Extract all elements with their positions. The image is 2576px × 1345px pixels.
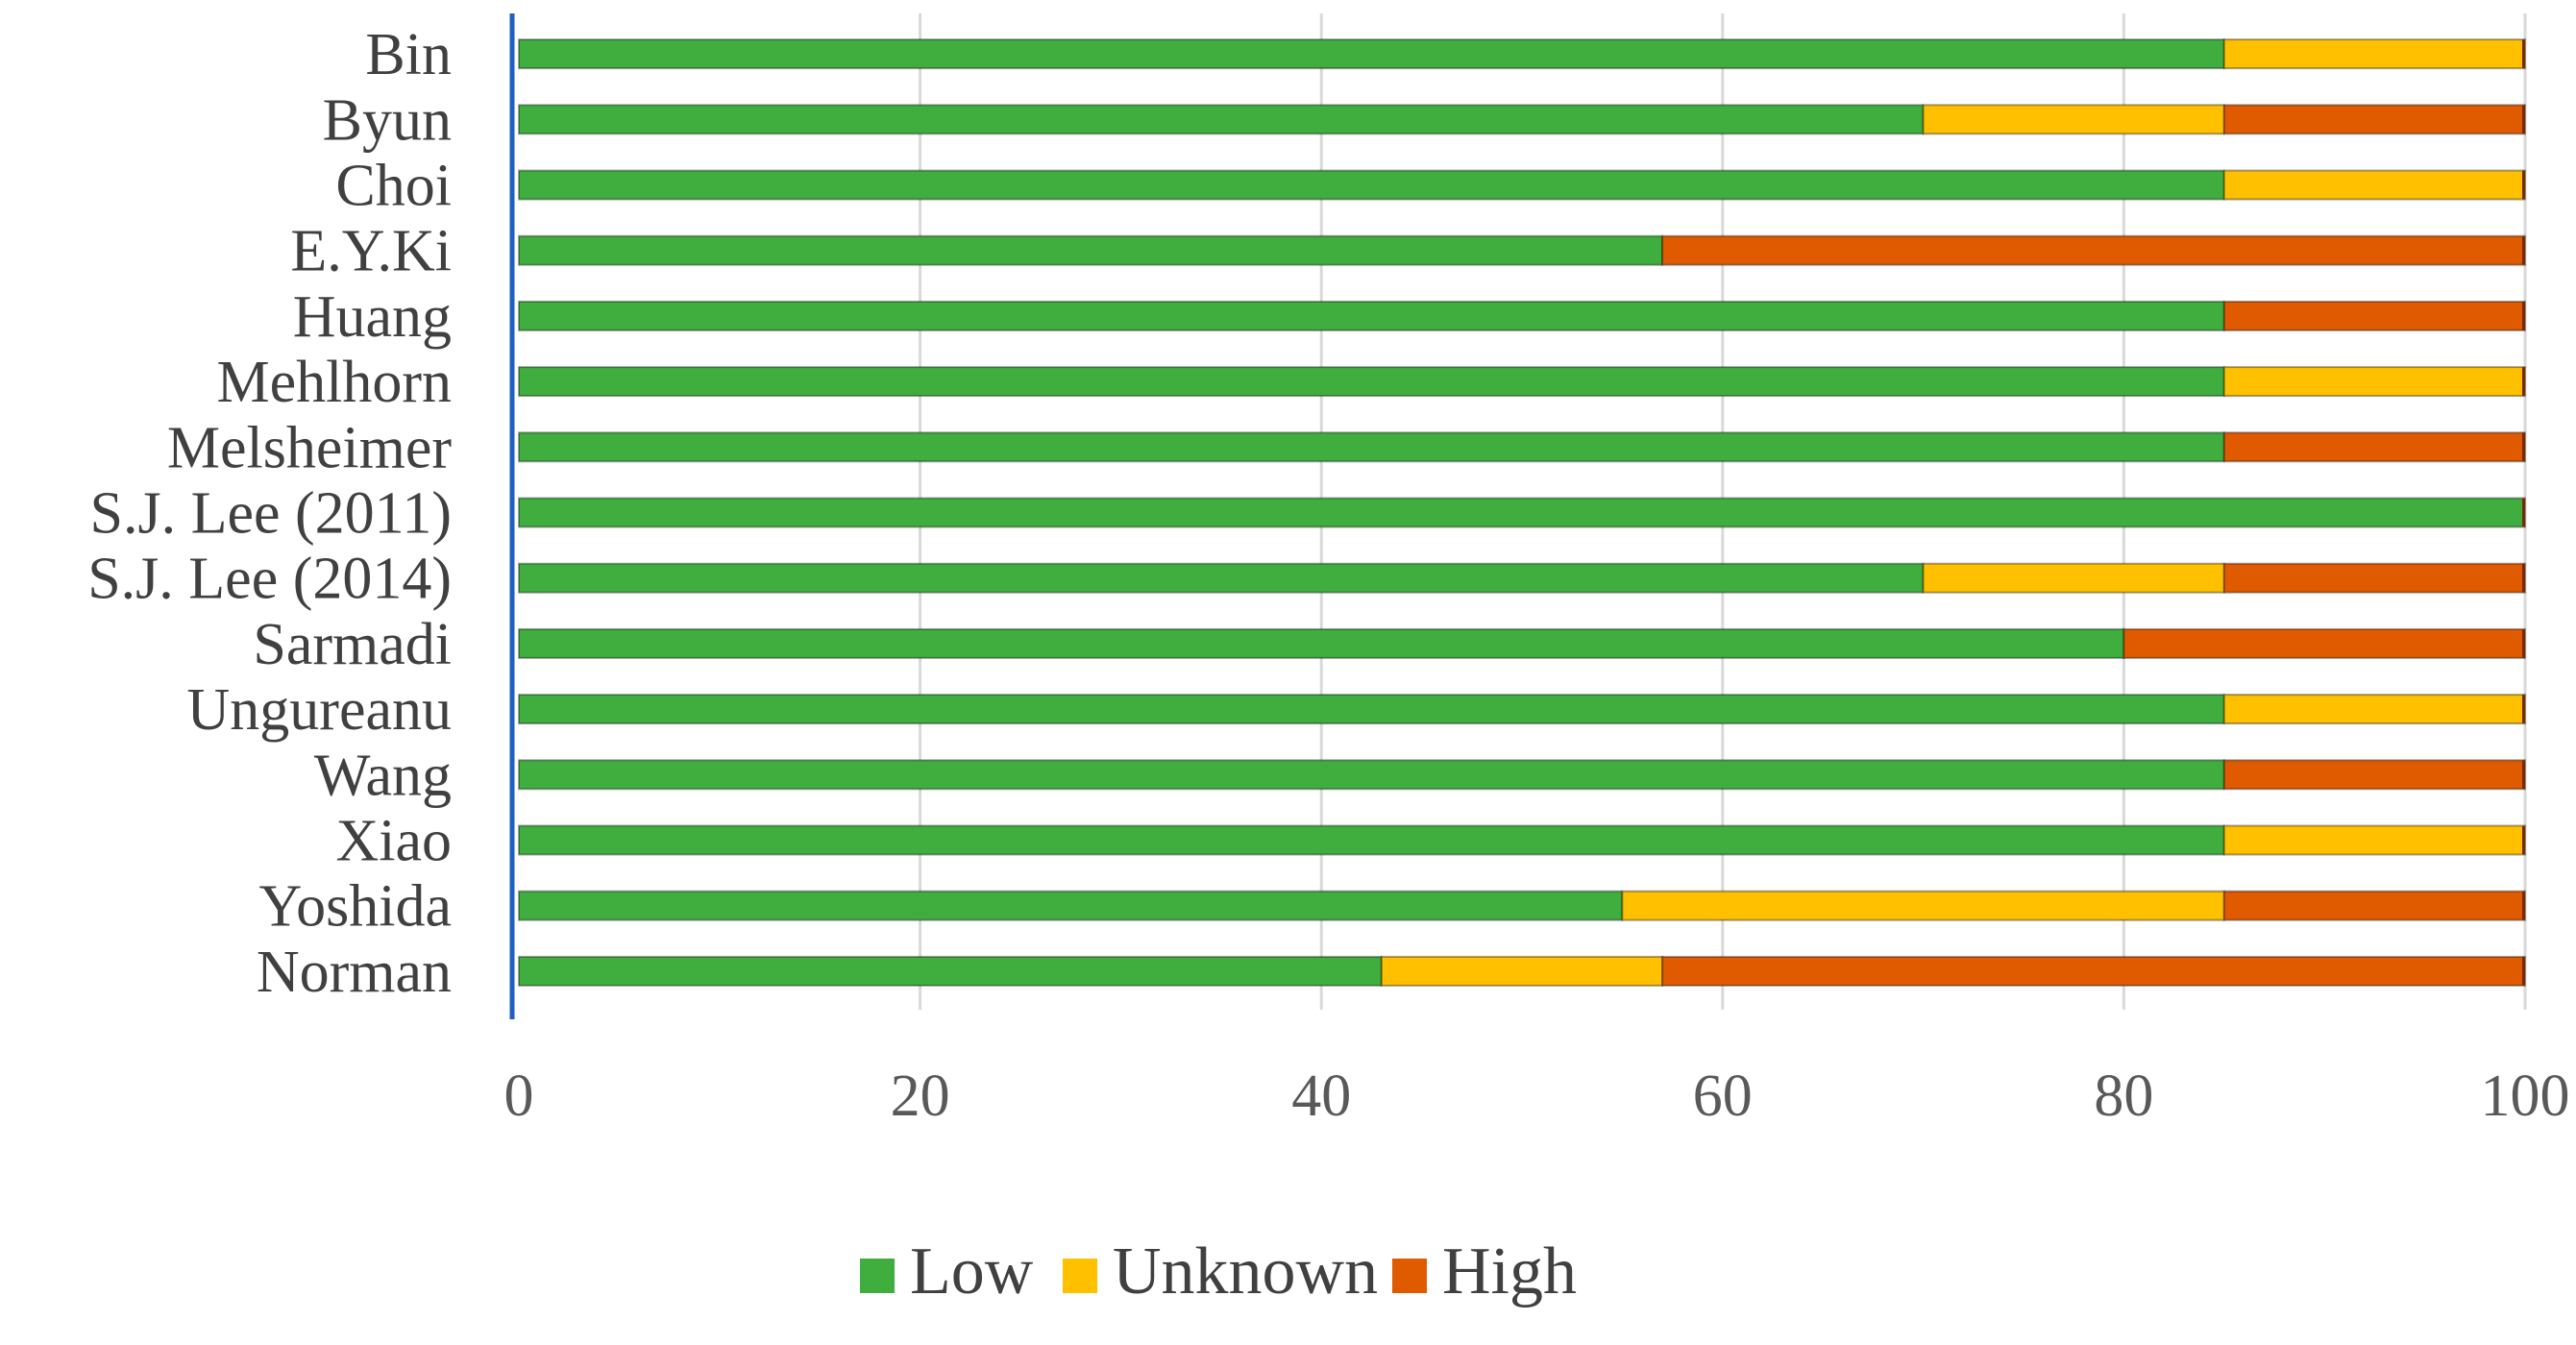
category-label: Melsheimer — [167, 415, 452, 480]
bar-unknown-12 — [2222, 824, 2527, 856]
bar-unknown-0 — [2222, 38, 2527, 70]
bar-high-6 — [2222, 431, 2527, 463]
bar-low-6 — [518, 431, 2225, 463]
bar-end-cap — [2522, 891, 2525, 920]
bar-end-cap — [2522, 628, 2525, 658]
category-label: Mehlhorn — [216, 350, 452, 415]
category-label: S.J. Lee (2014) — [87, 547, 452, 612]
bar-unknown-13 — [1621, 890, 2225, 921]
bar-unknown-10 — [2222, 694, 2527, 725]
bar-unknown-14 — [1380, 955, 1664, 987]
category-label: Choi — [335, 154, 452, 219]
x-tick-label: 60 — [1693, 1064, 1753, 1129]
legend-swatch-low — [860, 1259, 895, 1293]
category-labels: BinByunChoiE.Y.KiHuangMehlhornMelsheimer… — [87, 22, 452, 1005]
bar-end-cap — [2522, 301, 2525, 330]
bar-high-14 — [1661, 955, 2527, 987]
category-label: Wang — [314, 743, 452, 808]
category-label: Byun — [323, 87, 452, 153]
bar-low-11 — [518, 759, 2225, 791]
bar-end-cap — [2522, 105, 2525, 134]
category-label: S.J. Lee (2011) — [89, 481, 452, 547]
bar-end-cap — [2522, 432, 2525, 462]
category-label: Xiao — [335, 809, 452, 874]
bar-end-cap — [2522, 498, 2525, 527]
legend-swatch-unknown — [1063, 1259, 1097, 1293]
category-label: Yoshida — [259, 874, 452, 940]
category-label: Ungureanu — [187, 677, 452, 743]
x-tick-label: 20 — [891, 1064, 950, 1129]
legend-swatch-high — [1392, 1259, 1427, 1293]
legend-label-high: High — [1442, 1235, 1577, 1308]
bar-high-3 — [1661, 234, 2527, 266]
bar-unknown-5 — [2222, 366, 2527, 398]
bar-high-11 — [2222, 759, 2527, 791]
category-label: Bin — [365, 22, 452, 87]
bar-end-cap — [2522, 825, 2525, 855]
bar-end-cap — [2522, 563, 2525, 593]
bar-low-7 — [518, 497, 2526, 528]
bar-high-8 — [2222, 562, 2527, 594]
bar-low-13 — [518, 890, 1624, 921]
x-tick-label: 0 — [504, 1064, 534, 1129]
bar-unknown-8 — [1922, 562, 2225, 594]
category-label: Sarmadi — [253, 612, 452, 677]
bar-end-cap — [2522, 235, 2525, 265]
bar-low-12 — [518, 824, 2225, 856]
bar-low-9 — [518, 627, 2125, 659]
legend: Low Unknown High — [860, 1235, 1577, 1308]
bar-high-4 — [2222, 300, 2527, 331]
bar-low-2 — [518, 169, 2225, 201]
bar-high-1 — [2222, 104, 2527, 135]
bar-end-cap — [2522, 170, 2525, 200]
bar-unknown-2 — [2222, 169, 2527, 201]
bar-low-5 — [518, 366, 2225, 398]
bar-low-10 — [518, 694, 2225, 725]
bar-end-cap — [2522, 367, 2525, 397]
legend-label-unknown: Unknown — [1113, 1235, 1378, 1308]
category-label: E.Y.Ki — [290, 219, 452, 284]
x-tick-label: 80 — [2094, 1064, 2153, 1129]
bar-end-cap — [2522, 39, 2525, 69]
category-label: Norman — [257, 940, 452, 1005]
bar-low-0 — [518, 38, 2225, 70]
bars — [518, 38, 2527, 987]
x-tick-label: 100 — [2481, 1064, 2570, 1129]
bar-end-cap — [2522, 760, 2525, 790]
x-tick-label: 40 — [1291, 1064, 1351, 1129]
bar-low-1 — [518, 104, 1925, 135]
bar-low-8 — [518, 562, 1925, 594]
category-label: Huang — [293, 284, 452, 350]
bar-low-14 — [518, 955, 1383, 987]
x-tick-labels: 0 20 40 60 80 100 — [504, 1064, 2570, 1129]
legend-label-low: Low — [910, 1235, 1034, 1308]
bar-end-cap — [2522, 695, 2525, 724]
bar-high-13 — [2222, 890, 2527, 921]
bar-high-9 — [2122, 627, 2526, 659]
bar-end-cap — [2522, 956, 2525, 986]
bar-low-4 — [518, 300, 2225, 331]
bar-low-3 — [518, 234, 1664, 266]
bar-unknown-1 — [1922, 104, 2225, 135]
